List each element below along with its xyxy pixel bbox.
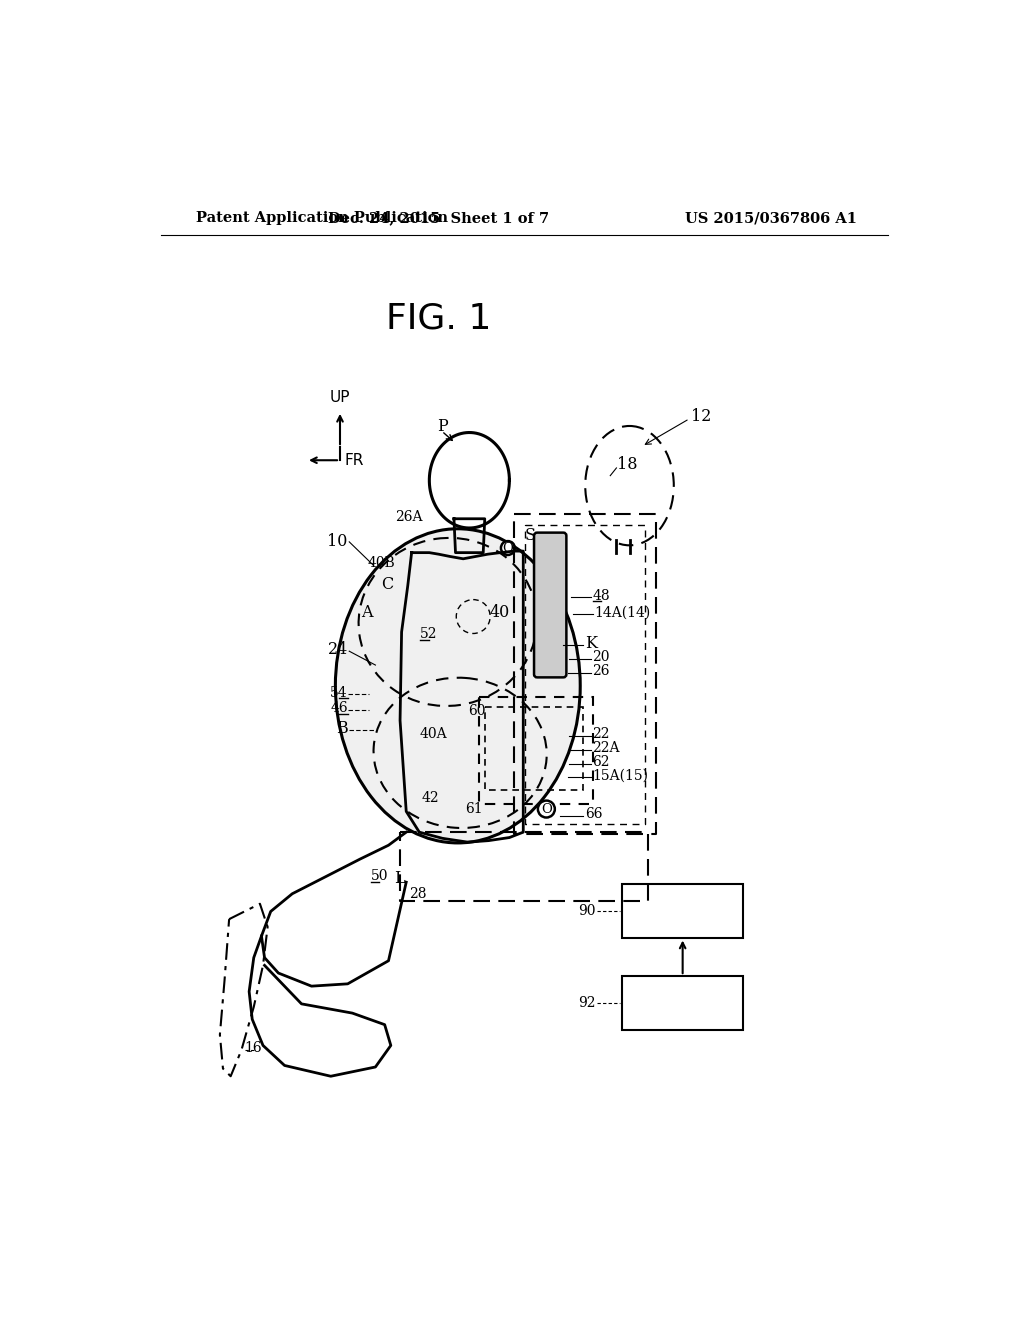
Text: 90: 90 — [579, 904, 596, 917]
Polygon shape — [454, 519, 484, 553]
Text: US 2015/0367806 A1: US 2015/0367806 A1 — [685, 211, 857, 226]
Text: 40: 40 — [489, 605, 510, 622]
Bar — [622, 884, 743, 937]
Text: 92: 92 — [579, 997, 596, 1010]
Text: 61: 61 — [466, 803, 483, 816]
Text: 42: 42 — [422, 791, 439, 804]
Text: 48: 48 — [593, 589, 610, 603]
Text: P: P — [437, 418, 447, 434]
Text: 20: 20 — [593, 651, 610, 664]
Polygon shape — [400, 552, 523, 842]
Text: 54: 54 — [330, 686, 348, 700]
Text: UP: UP — [330, 389, 350, 405]
Text: 22: 22 — [593, 727, 610, 742]
Text: 15A(15): 15A(15) — [593, 770, 648, 783]
Text: FR: FR — [345, 453, 364, 467]
Text: 12: 12 — [691, 408, 712, 425]
Text: 26: 26 — [593, 664, 610, 678]
Polygon shape — [261, 832, 407, 986]
Polygon shape — [249, 936, 391, 1076]
Circle shape — [538, 800, 555, 817]
Text: Dec. 24, 2015  Sheet 1 of 7: Dec. 24, 2015 Sheet 1 of 7 — [328, 211, 549, 226]
Text: K: K — [585, 635, 597, 652]
Text: O: O — [541, 803, 552, 816]
Text: 22A: 22A — [593, 742, 621, 755]
Text: 10: 10 — [328, 533, 348, 550]
Text: 50: 50 — [371, 869, 388, 883]
Bar — [622, 977, 743, 1030]
Bar — [478, 697, 593, 804]
Text: A: A — [361, 605, 373, 622]
FancyBboxPatch shape — [535, 533, 566, 677]
Ellipse shape — [336, 529, 581, 843]
Text: Patent Application Publication: Patent Application Publication — [196, 211, 449, 226]
Text: 52: 52 — [420, 627, 437, 642]
Polygon shape — [429, 433, 509, 528]
Text: 66: 66 — [585, 808, 602, 821]
Text: 28: 28 — [410, 887, 427, 900]
Ellipse shape — [586, 426, 674, 545]
Circle shape — [501, 541, 515, 554]
Text: 60: 60 — [468, 705, 485, 718]
Text: S: S — [524, 527, 536, 544]
Text: 26A: 26A — [395, 511, 423, 524]
Text: 16: 16 — [245, 1040, 262, 1055]
Text: 24: 24 — [328, 642, 348, 659]
Text: 40B: 40B — [368, 556, 395, 570]
Bar — [484, 706, 584, 789]
Text: B: B — [336, 719, 348, 737]
Text: 46: 46 — [330, 701, 348, 715]
Text: FIG. 1: FIG. 1 — [386, 301, 492, 335]
Text: C: C — [381, 577, 393, 594]
Text: 14A(14): 14A(14) — [594, 606, 650, 619]
Text: 62: 62 — [593, 755, 610, 770]
Text: O: O — [503, 541, 513, 554]
Text: L: L — [394, 870, 404, 887]
Text: 18: 18 — [617, 457, 638, 474]
Text: 40A: 40A — [419, 727, 446, 742]
